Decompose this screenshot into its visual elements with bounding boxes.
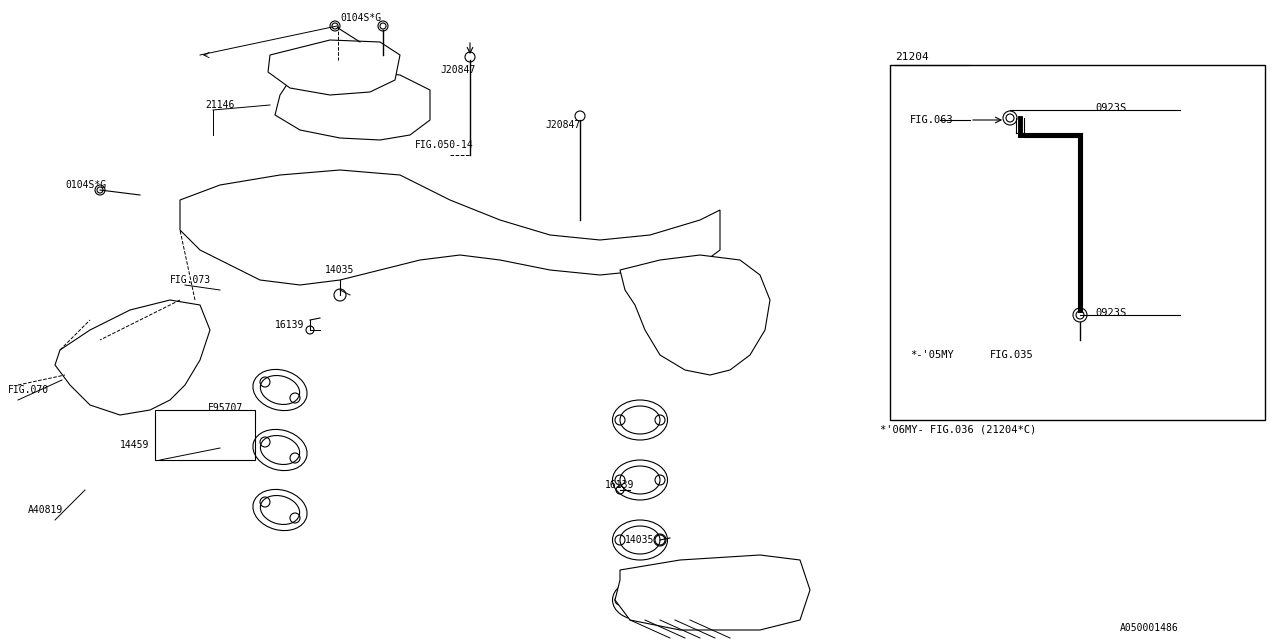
Text: 0104S*G: 0104S*G (340, 13, 381, 23)
Text: FIG.073: FIG.073 (170, 275, 211, 285)
Bar (890, 65, 1265, 420)
Text: 21146: 21146 (205, 100, 234, 110)
Text: FIG.050-14: FIG.050-14 (415, 140, 474, 150)
Text: 16139: 16139 (275, 320, 305, 330)
Polygon shape (55, 300, 210, 415)
Text: J20847: J20847 (545, 120, 580, 130)
Text: A050001486: A050001486 (1120, 623, 1179, 633)
Text: 14035: 14035 (325, 265, 355, 275)
Text: 0923S: 0923S (1094, 103, 1126, 113)
Text: 0923S: 0923S (1094, 308, 1126, 318)
Text: A40819: A40819 (28, 505, 63, 515)
Text: 14459: 14459 (120, 440, 150, 450)
Polygon shape (268, 40, 401, 95)
Text: FIG.070: FIG.070 (8, 385, 49, 395)
Text: 16139: 16139 (605, 480, 635, 490)
Polygon shape (275, 70, 430, 140)
Polygon shape (614, 555, 810, 630)
Polygon shape (620, 255, 771, 375)
Text: 21204: 21204 (895, 52, 929, 62)
Text: J20847: J20847 (440, 65, 475, 75)
Text: *'06MY- FIG.036 (21204*C): *'06MY- FIG.036 (21204*C) (881, 425, 1037, 435)
Polygon shape (180, 170, 721, 285)
Text: FIG.035: FIG.035 (989, 350, 1034, 360)
Text: FIG.063: FIG.063 (910, 115, 954, 125)
Text: F95707: F95707 (209, 403, 243, 413)
Text: 0104S*G: 0104S*G (65, 180, 106, 190)
Bar (155, 410, 255, 460)
Text: 14035: 14035 (625, 535, 654, 545)
Text: *-'05MY: *-'05MY (910, 350, 954, 360)
